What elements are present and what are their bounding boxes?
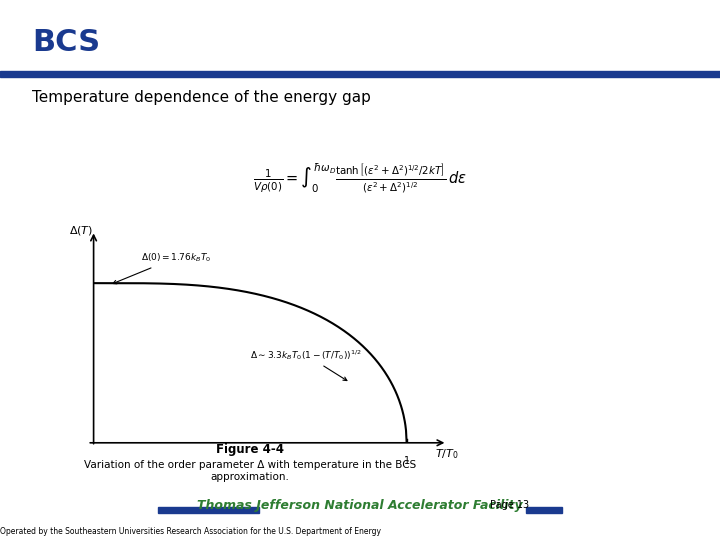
Text: Figure 4-4: Figure 4-4 [216, 443, 284, 456]
Text: 1: 1 [404, 456, 410, 466]
Bar [158, 508, 259, 513]
Text: $T/T_0$: $T/T_0$ [436, 447, 459, 461]
Text: Variation of the order parameter Δ with temperature in the BCS
approximation.: Variation of the order parameter Δ with … [84, 460, 416, 482]
Text: Operated by the Southeastern Universities Research Association for the U.S. Depa: Operated by the Southeastern Universitie… [0, 527, 381, 536]
Text: Thomas Jefferson National Accelerator Facility: Thomas Jefferson National Accelerator Fa… [197, 498, 523, 511]
Bar [526, 508, 562, 513]
Text: BCS: BCS [32, 28, 101, 57]
Text: $\Delta \sim 3.3k_BT_0(1-(T/T_0))^{1/2}$: $\Delta \sim 3.3k_BT_0(1-(T/T_0))^{1/2}$ [250, 348, 361, 381]
Text: Temperature dependence of the energy gap: Temperature dependence of the energy gap [32, 90, 372, 105]
Bar [0, 71, 720, 77]
Text: $\frac{1}{V\rho(0)} = \int_0^{\hbar\omega_D} \frac{\tanh\left[\left(\varepsilon^: $\frac{1}{V\rho(0)} = \int_0^{\hbar\omeg… [253, 161, 467, 195]
Text: Page 13: Page 13 [490, 500, 528, 510]
Text: $\Delta(T)$: $\Delta(T)$ [69, 224, 93, 237]
Text: $\Delta(0) = 1.76k_BT_0$: $\Delta(0) = 1.76k_BT_0$ [113, 252, 211, 284]
